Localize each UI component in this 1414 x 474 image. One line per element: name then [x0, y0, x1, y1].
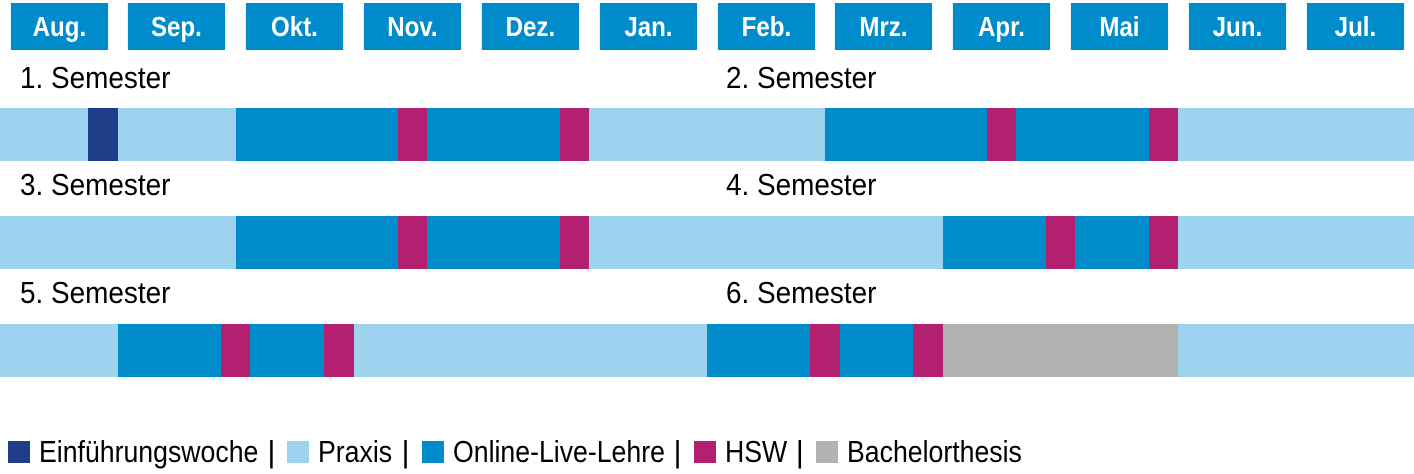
month-3: Nov. [363, 3, 461, 50]
segment-praxis [1178, 324, 1414, 377]
segment-hsw [810, 324, 841, 377]
segment-online [824, 108, 988, 161]
segment-online [117, 324, 222, 377]
segment-hsw [1148, 216, 1179, 269]
segment-online [707, 324, 811, 377]
segment-hsw [324, 324, 354, 377]
legend-item-hsw: HSW | [693, 434, 816, 470]
legend-label: Online-Live-Lehre [452, 434, 665, 469]
semester-label: 3. Semester [20, 167, 171, 202]
segment-online [1075, 216, 1150, 269]
semester-bar [0, 324, 1414, 377]
month-4: Dez. [481, 3, 579, 50]
segment-hsw [397, 108, 428, 161]
segment-praxis [0, 324, 119, 377]
month-1: Sep. [128, 3, 226, 50]
segment-ba [942, 324, 1179, 377]
segment-praxis [1178, 108, 1414, 161]
segment-hsw [397, 216, 428, 269]
segment-online [942, 216, 1047, 269]
segment-praxis [117, 108, 237, 161]
legend-label: Praxis [318, 434, 393, 469]
segment-hsw [1045, 216, 1076, 269]
month-5: Jan. [599, 3, 697, 50]
legend-swatch [421, 441, 444, 463]
semester-bar [0, 108, 1414, 161]
segment-praxis [353, 324, 708, 377]
segment-online [1016, 108, 1150, 161]
segment-praxis [589, 216, 944, 269]
month-9: Mai [1070, 3, 1168, 50]
segment-hsw [559, 108, 590, 161]
legend-swatch [693, 441, 716, 463]
legend-swatch [287, 441, 310, 463]
segment-einf [88, 108, 119, 161]
month-7: Mrz. [835, 3, 933, 50]
legend-separator: | [267, 434, 276, 469]
segment-hsw [1148, 108, 1179, 161]
segment-hsw [913, 324, 944, 377]
segment-online [235, 216, 399, 269]
semester-label: 4. Semester [726, 167, 877, 202]
segment-praxis [0, 108, 89, 161]
legend-item-praxis: Praxis | [287, 434, 421, 470]
legend-label: Einführungswoche [39, 434, 259, 469]
legend-separator: | [401, 434, 410, 469]
legend: Einführungswoche | Praxis | Online-Live-Lehr… [8, 430, 1031, 474]
legend-label: HSW [724, 434, 787, 469]
segment-online [427, 216, 561, 269]
segment-hsw [220, 324, 251, 377]
legend-separator: | [673, 434, 682, 469]
segment-praxis [589, 108, 826, 161]
segment-online [839, 324, 914, 377]
month-header: Aug. Sep. Okt. Nov. Dez. Jan. Feb. Mrz. Apr. Mai J… [0, 0, 1414, 53]
segment-online [427, 108, 561, 161]
month-0: Aug. [10, 3, 108, 50]
month-8: Apr. [953, 3, 1051, 50]
legend-item-online: Online-Live-Lehre | [421, 434, 694, 470]
month-10: Jun. [1188, 3, 1286, 50]
legend-swatch [8, 441, 30, 463]
semester-bar [0, 216, 1414, 269]
segment-praxis [0, 216, 237, 269]
semester-label: 6. Semester [726, 275, 877, 310]
month-6: Feb. [717, 3, 815, 50]
month-11: Jul. [1306, 3, 1404, 50]
legend-item-ba: Bachelorthesis [815, 434, 1031, 470]
semester-label: 2. Semester [726, 60, 877, 95]
segment-hsw [559, 216, 590, 269]
segment-hsw [986, 108, 1017, 161]
segment-praxis [1178, 216, 1414, 269]
legend-swatch [815, 441, 838, 463]
segment-online [235, 108, 399, 161]
legend-item-einf: Einführungswoche | [8, 434, 287, 470]
semester-label: 5. Semester [20, 275, 171, 310]
segment-online [250, 324, 325, 377]
semester-label: 1. Semester [20, 60, 171, 95]
legend-separator: | [795, 434, 804, 469]
month-2: Okt. [246, 3, 344, 50]
legend-label: Bachelorthesis [846, 434, 1022, 469]
